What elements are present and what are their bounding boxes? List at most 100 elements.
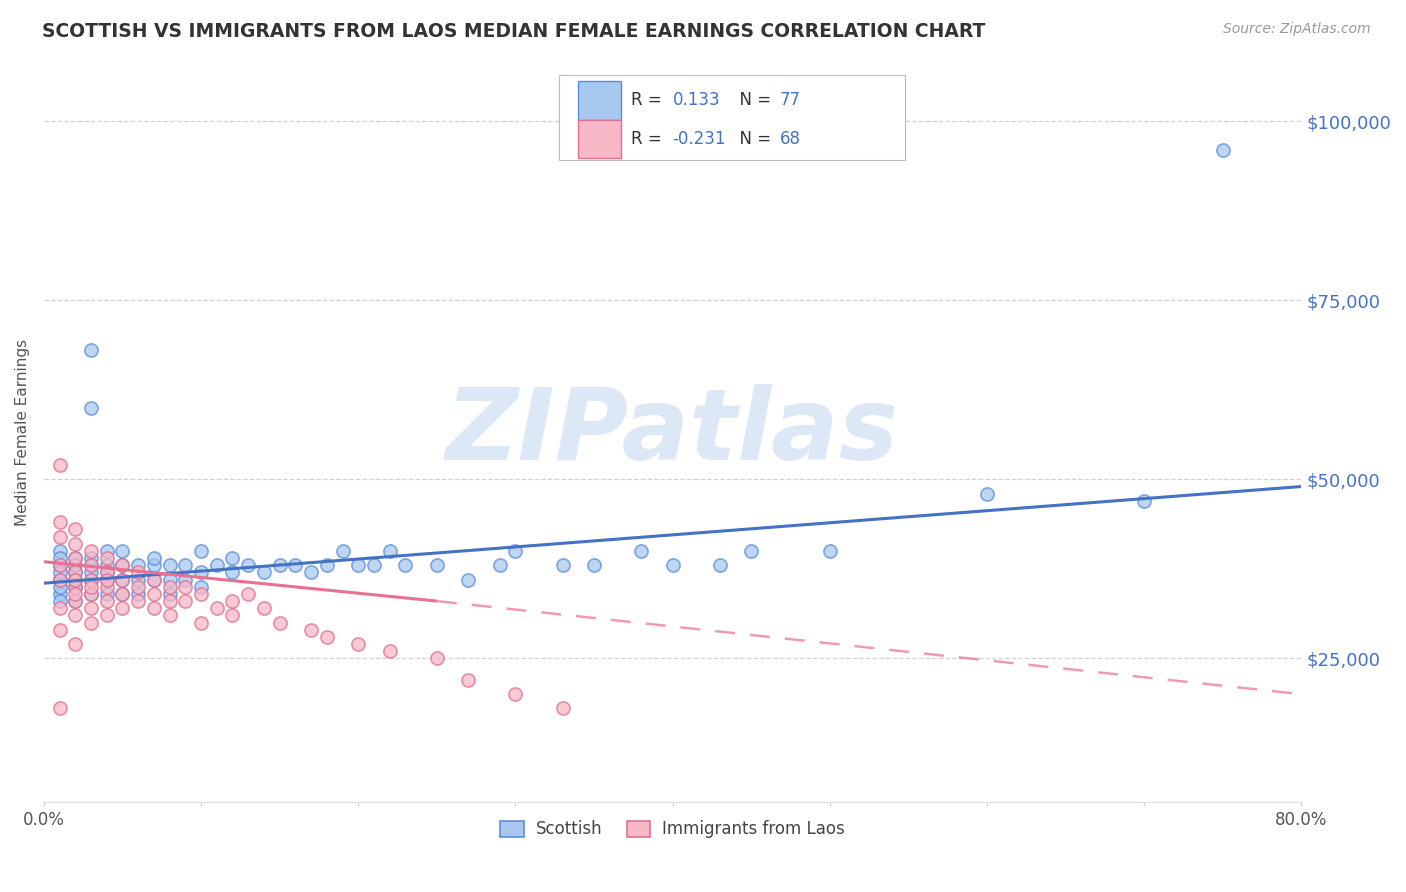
Point [709, 558, 731, 573]
Point [551, 701, 574, 715]
FancyBboxPatch shape [578, 120, 621, 159]
Point [299, 623, 322, 637]
Point [80, 566, 103, 580]
Point [142, 573, 165, 587]
Point [80, 580, 103, 594]
FancyBboxPatch shape [578, 81, 621, 120]
Text: ZIPatlas: ZIPatlas [446, 384, 900, 482]
Point [190, 587, 212, 601]
Point [378, 644, 401, 658]
Point [111, 587, 134, 601]
Point [80, 587, 103, 601]
Point [96, 573, 118, 587]
Point [65, 523, 87, 537]
Point [111, 544, 134, 558]
Point [65, 594, 87, 608]
Point [238, 558, 260, 573]
Text: N =: N = [730, 130, 776, 148]
Point [65, 594, 87, 608]
Point [347, 558, 370, 573]
Point [190, 615, 212, 630]
Point [159, 608, 181, 623]
Point [96, 594, 118, 608]
Point [299, 566, 322, 580]
Point [238, 587, 260, 601]
Point [159, 580, 181, 594]
Point [284, 558, 307, 573]
Point [661, 558, 683, 573]
Point [48, 573, 70, 587]
Point [48, 458, 70, 472]
Point [347, 637, 370, 651]
Text: 68: 68 [779, 130, 800, 148]
Point [48, 580, 70, 594]
Text: 0.133: 0.133 [672, 92, 720, 110]
Y-axis label: Median Female Earnings: Median Female Earnings [15, 339, 30, 526]
Point [65, 580, 87, 594]
Point [142, 551, 165, 566]
Point [65, 558, 87, 573]
Point [221, 594, 243, 608]
Point [426, 651, 449, 665]
Point [142, 587, 165, 601]
Point [159, 587, 181, 601]
Point [96, 566, 118, 580]
Point [65, 580, 87, 594]
Point [48, 601, 70, 615]
Point [315, 630, 337, 644]
Point [582, 558, 605, 573]
Point [127, 558, 149, 573]
Point [174, 573, 197, 587]
Point [48, 701, 70, 715]
Point [80, 573, 103, 587]
Point [127, 566, 149, 580]
Point [96, 551, 118, 566]
Point [96, 573, 118, 587]
Point [80, 401, 103, 415]
Text: SCOTTISH VS IMMIGRANTS FROM LAOS MEDIAN FEMALE EARNINGS CORRELATION CHART: SCOTTISH VS IMMIGRANTS FROM LAOS MEDIAN … [42, 22, 986, 41]
Point [65, 580, 87, 594]
Point [80, 573, 103, 587]
Point [80, 615, 103, 630]
Point [378, 544, 401, 558]
Point [48, 558, 70, 573]
Point [80, 544, 103, 558]
Point [127, 580, 149, 594]
Text: R =: R = [631, 92, 666, 110]
Point [976, 486, 998, 500]
Point [457, 573, 479, 587]
Point [65, 551, 87, 566]
Point [48, 551, 70, 566]
Point [65, 637, 87, 651]
Point [111, 573, 134, 587]
Point [142, 558, 165, 573]
Point [1212, 143, 1234, 157]
Point [48, 623, 70, 637]
Point [127, 594, 149, 608]
Point [111, 587, 134, 601]
Point [190, 544, 212, 558]
Point [159, 558, 181, 573]
Point [96, 544, 118, 558]
Legend: Scottish, Immigrants from Laos: Scottish, Immigrants from Laos [494, 814, 852, 845]
Point [505, 687, 527, 701]
Point [315, 558, 337, 573]
Point [80, 343, 103, 358]
Point [80, 551, 103, 566]
Point [269, 558, 291, 573]
Point [221, 551, 243, 566]
Point [65, 537, 87, 551]
Point [426, 558, 449, 573]
Point [111, 573, 134, 587]
Point [253, 566, 276, 580]
Text: -0.231: -0.231 [672, 130, 725, 148]
Point [80, 587, 103, 601]
Text: Source: ZipAtlas.com: Source: ZipAtlas.com [1223, 22, 1371, 37]
Point [65, 608, 87, 623]
Point [48, 558, 70, 573]
Point [80, 558, 103, 573]
Point [159, 594, 181, 608]
Point [48, 573, 70, 587]
Point [332, 544, 354, 558]
Point [551, 558, 574, 573]
